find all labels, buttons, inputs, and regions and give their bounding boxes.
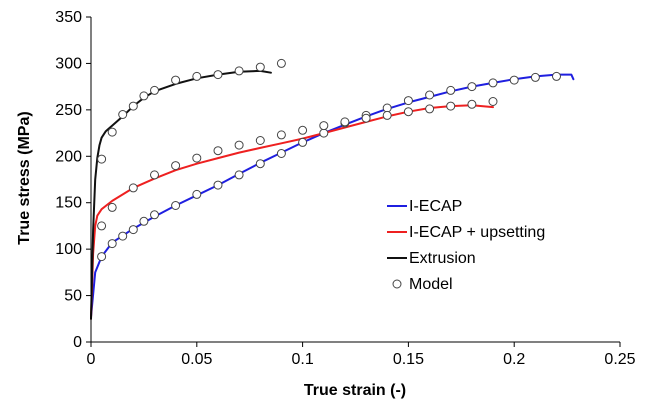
model-point (97, 221, 107, 231)
model-point (128, 101, 138, 111)
model-point (255, 159, 265, 169)
y-axis-title: True stress (MPa) (16, 111, 33, 244)
model-point (276, 149, 286, 158)
model-point (139, 216, 149, 226)
model-point (530, 72, 540, 82)
x-tick-label: 0.15 (393, 351, 424, 368)
model-point (467, 99, 477, 109)
model-point (192, 189, 202, 199)
model-point (107, 239, 117, 249)
legend-marker-model (392, 279, 402, 289)
model-point (234, 170, 244, 180)
x-tick-label: 0.2 (503, 351, 525, 368)
model-point (97, 252, 107, 262)
legend-item-extrusion: Extrusion (387, 250, 476, 267)
y-tick-label: 250 (55, 102, 82, 119)
model-point (139, 91, 149, 101)
legend-item-model: Model (392, 276, 453, 293)
model-point (446, 85, 456, 95)
legend-label-i-ecap-upsetting: I-ECAP + upsetting (409, 224, 545, 241)
model-point (97, 154, 107, 164)
model-point (340, 117, 350, 127)
model-point (171, 75, 181, 85)
model-point (488, 97, 498, 106)
model-point (255, 62, 265, 72)
model-point (446, 101, 456, 111)
x-axis-ticks: 0 0.05 0.1 0.15 0.2 0.25 (87, 342, 636, 368)
x-tick-label: 0.1 (291, 351, 313, 368)
model-point (319, 121, 329, 131)
model-point (382, 103, 392, 113)
model-point (128, 225, 138, 235)
model-point (552, 71, 561, 81)
model-point (403, 107, 413, 117)
legend-label-i-ecap: I-ECAP (409, 198, 462, 215)
legend-item-i-ecap: I-ECAP (387, 198, 462, 215)
model-point (213, 70, 223, 80)
model-point (319, 128, 329, 138)
y-axis-ticks: 0 50 100 150 200 250 300 350 (55, 9, 91, 351)
y-tick-label: 50 (64, 288, 82, 305)
legend-label-extrusion: Extrusion (409, 250, 476, 267)
model-point (509, 75, 519, 85)
model-point (361, 113, 371, 123)
model-point (118, 231, 128, 241)
model-point (234, 66, 244, 76)
model-point (171, 201, 181, 210)
model-point (488, 78, 498, 88)
model-point (128, 183, 138, 193)
plot-area (90, 58, 575, 320)
model-point (382, 110, 392, 120)
model-point (467, 82, 477, 92)
model-point (425, 90, 435, 100)
series-line-extrusion (90, 69, 272, 320)
x-tick-label: 0 (87, 351, 96, 368)
y-tick-label: 300 (55, 55, 82, 72)
model-point (192, 71, 202, 81)
model-point (192, 153, 202, 163)
model-point (150, 170, 159, 180)
y-tick-label: 0 (73, 334, 82, 351)
legend: I-ECAP I-ECAP + upsetting Extrusion Mode… (387, 198, 545, 293)
model-point (276, 58, 286, 68)
model-point (298, 125, 308, 135)
model-point (118, 110, 128, 119)
legend-item-i-ecap-upsetting: I-ECAP + upsetting (387, 224, 545, 241)
model-point (107, 127, 117, 137)
y-tick-label: 350 (55, 9, 82, 26)
model-point (171, 161, 181, 171)
x-axis-title: True strain (-) (304, 382, 406, 399)
x-tick-label: 0.25 (604, 351, 635, 368)
axes: 0 0.05 0.1 0.15 0.2 0.25 0 50 100 150 200 250 300 35… (55, 9, 635, 368)
y-tick-label: 150 (55, 195, 82, 212)
model-point (403, 96, 413, 106)
model-point (150, 210, 159, 220)
model-point (298, 137, 308, 147)
series-line-i-ecap (90, 73, 575, 318)
model-point (213, 146, 223, 156)
model-point (150, 85, 159, 95)
model-point (425, 104, 435, 114)
model-point (234, 140, 244, 150)
legend-label-model: Model (409, 276, 453, 293)
model-point (276, 130, 286, 140)
model-point (107, 202, 117, 212)
y-tick-label: 200 (55, 148, 82, 165)
model-point (213, 180, 223, 190)
model-point (255, 136, 265, 145)
series-lines (90, 69, 575, 320)
x-tick-label: 0.05 (181, 351, 212, 368)
model-markers (97, 58, 561, 262)
y-tick-label: 100 (55, 241, 82, 258)
